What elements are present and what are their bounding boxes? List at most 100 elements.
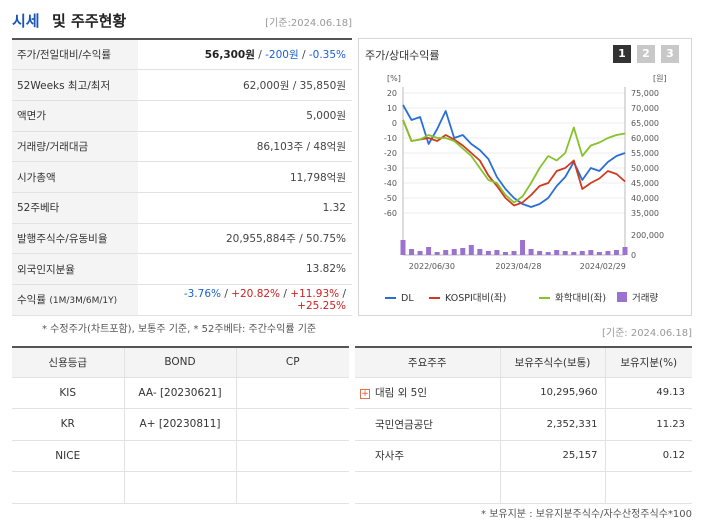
price-change: -200원 <box>265 49 299 62</box>
left-tick-label: 10 <box>387 104 397 113</box>
holder-shares <box>500 471 606 504</box>
left-tick-label: -40 <box>384 179 397 188</box>
holders-footnote: * 보유지분 : 보유지분주식수/자수산정주식수*100 <box>481 509 692 520</box>
volume-bar <box>477 249 483 255</box>
chart-tab-2[interactable]: 2 <box>637 45 655 63</box>
stats-row: 52Weeks 최고/최저 62,000원 / 35,850원 <box>12 69 352 101</box>
stats-value-price: 56,300원 / -200원 / -0.35% <box>138 39 352 71</box>
holder-name-text: 대림 외 5인 <box>375 387 427 400</box>
stats-value: 11,798억원 <box>138 161 352 193</box>
right-tick-label: 75,000 <box>631 89 659 98</box>
stats-label: 52Weeks 최고/최저 <box>12 69 138 101</box>
stats-label: 발행주식수/유동비율 <box>12 223 138 255</box>
holders-header: 주요주주 <box>355 347 501 378</box>
table-row: NICE <box>12 440 349 472</box>
legend-swatch <box>617 292 627 302</box>
right-tick-label: 50,000 <box>631 164 659 173</box>
holders-header-row: 주요주주 보유주식수(보통) 보유지분(%) <box>355 347 692 378</box>
stats-value-returns: -3.76% / +20.82% / +11.93% / +25.25% <box>138 284 352 316</box>
price-chart: [%] [원] 20 10 0 -10 -20 -30 -40 -50 -60 75,000 70,00… <box>384 74 667 304</box>
left-tick-label: -60 <box>384 209 397 218</box>
legend-label: 화학대비(좌) <box>555 293 606 304</box>
right-tick-label: 65,000 <box>631 119 659 128</box>
left-tick-label: -30 <box>384 164 397 173</box>
stats-row-price: 주가/전일대비/수익률 56,300원 / -200원 / -0.35% <box>12 39 352 71</box>
volume-bar <box>571 252 577 255</box>
left-axis-unit: [%] <box>387 74 401 83</box>
stats-label: 주가/전일대비/수익률 <box>12 39 138 71</box>
table-row <box>355 471 692 504</box>
series-line-0 <box>402 104 626 208</box>
volume-bar <box>409 249 415 255</box>
left-tick-label: 0 <box>392 119 397 128</box>
volume-bar <box>451 249 457 255</box>
credit-header: CP <box>236 347 349 378</box>
table-row: + 대림 외 5인 10,295,960 49.13 <box>355 377 692 409</box>
return-1m: -3.76% <box>183 287 221 300</box>
chart-footnote: * 수정주가(차트포함), 보통주 기준, * 52주베타: 주간수익률 기준 <box>42 324 317 335</box>
volume-bar <box>494 250 500 255</box>
right-tick-label: 55,000 <box>631 149 659 158</box>
credit-bond: AA- [20230621] <box>124 377 237 409</box>
right-tick-label: 35,000 <box>631 209 659 218</box>
holder-pct <box>605 471 692 504</box>
stats-value: 86,103주 / 48억원 <box>138 131 352 163</box>
volume-bar <box>511 251 517 255</box>
stats-label: 시가총액 <box>12 161 138 193</box>
volume-bar <box>562 251 568 255</box>
stats-label: 52주베타 <box>12 192 138 224</box>
base-date: [기준:2024.06.18] <box>265 18 352 29</box>
volume-bar <box>605 251 611 255</box>
left-tick-label: -20 <box>384 149 397 158</box>
credit-header-row: 신용등급 BOND CP <box>12 347 349 378</box>
credit-cp <box>236 377 349 409</box>
series-line-2 <box>402 119 626 204</box>
credit-cp <box>236 440 349 472</box>
credit-agency <box>12 471 125 504</box>
holder-pct: 0.12 <box>605 440 692 472</box>
holder-shares: 25,157 <box>500 440 606 472</box>
return-1y: +25.25% <box>297 299 346 312</box>
holder-shares: 10,295,960 <box>500 377 606 409</box>
chart-tabs: 1 2 3 <box>613 45 679 63</box>
volume-bar <box>468 245 474 255</box>
credit-agency: KR <box>12 408 125 441</box>
table-row: 자사주 25,157 0.12 <box>355 440 692 472</box>
holder-name[interactable]: + 대림 외 5인 <box>355 377 501 409</box>
right-tick-label: 45,000 <box>631 179 659 188</box>
separator: / <box>298 49 309 62</box>
credit-header: 신용등급 <box>12 347 125 378</box>
table-row <box>12 471 349 504</box>
return-3m: +20.82% <box>231 287 281 300</box>
chart-tab-1[interactable]: 1 <box>613 45 631 63</box>
current-price: 56,300원 <box>204 49 255 62</box>
stats-row: 발행주식수/유동비율 20,955,884주 / 50.75% <box>12 223 352 255</box>
volume-tick-label: 0 <box>631 251 636 260</box>
stats-label: 액면가 <box>12 100 138 132</box>
holder-shares: 2,352,331 <box>500 408 606 441</box>
volume-bar <box>520 240 526 255</box>
volume-bar <box>443 250 449 255</box>
right-tick-label: 60,000 <box>631 134 659 143</box>
chart-tab-3[interactable]: 3 <box>661 45 679 63</box>
credit-rating-table: 신용등급 BOND CP KIS AA- [20230621] KR A+ [202… <box>12 346 349 504</box>
volume-bar <box>545 252 551 255</box>
expand-plus-icon[interactable]: + <box>360 388 370 399</box>
stats-row: 액면가 5,000원 <box>12 100 352 132</box>
price-stats-table: 주가/전일대비/수익률 56,300원 / -200원 / -0.35% 52W… <box>12 38 352 316</box>
section-title-main: 시세 <box>12 12 40 30</box>
volume-bar <box>460 248 466 255</box>
holder-pct: 49.13 <box>605 377 692 409</box>
price-change-pct: -0.35% <box>308 49 346 62</box>
volume-bar <box>554 250 560 255</box>
volume-bar <box>622 247 628 255</box>
credit-cp <box>236 408 349 441</box>
right-tick-label: 70,000 <box>631 104 659 113</box>
credit-cp <box>236 471 349 504</box>
holders-header: 보유주식수(보통) <box>500 347 606 378</box>
x-tick-label: 2024/02/29 <box>580 262 626 271</box>
stats-value: 1.32 <box>138 192 352 224</box>
x-tick-label: 2022/06/30 <box>409 262 455 271</box>
separator: / <box>339 287 346 300</box>
shareholders-table: 주요주주 보유주식수(보통) 보유지분(%) + 대림 외 5인 10,295,9… <box>355 346 692 504</box>
